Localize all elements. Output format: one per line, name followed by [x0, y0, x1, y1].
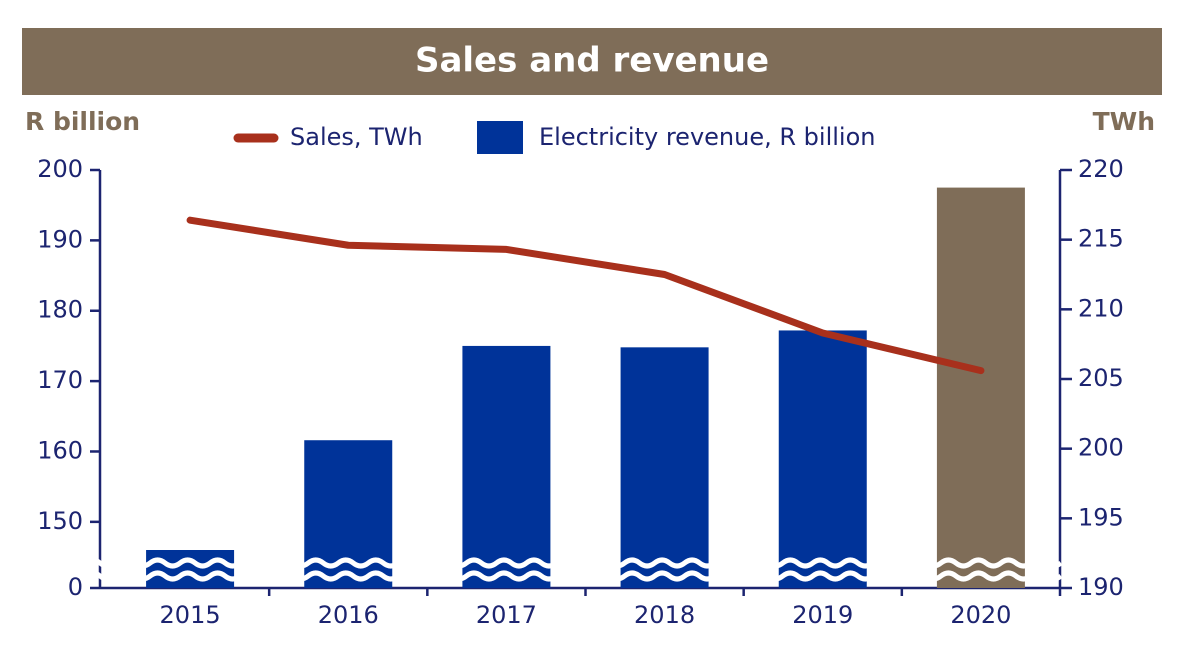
y-axis-label: R billion: [25, 107, 140, 136]
y-tick-label: 0: [68, 573, 83, 601]
bar: [304, 440, 393, 588]
axis-break: [909, 557, 1063, 569]
y-tick-label: 150: [37, 507, 83, 535]
axis-break: [434, 557, 588, 569]
legend-swatch: [477, 121, 523, 154]
bar: [936, 187, 1025, 588]
bar: [146, 550, 235, 588]
bar: [778, 330, 867, 588]
axis-break: [118, 557, 272, 569]
axis-break: [909, 570, 1063, 582]
x-tick-label: 2016: [318, 601, 379, 629]
axis-break: [751, 570, 905, 582]
x-tick-label: 2015: [160, 601, 221, 629]
x-tick-label: 2018: [634, 601, 695, 629]
y-tick-label: 190: [37, 225, 83, 253]
y2-tick-label: 215: [1078, 225, 1124, 253]
axis-break: [434, 570, 588, 582]
legend-label: Electricity revenue, R billion: [539, 123, 875, 151]
sales-line: [186, 216, 985, 375]
x-tick-label: 2017: [476, 601, 537, 629]
bar: [620, 347, 709, 588]
axis-break: [118, 570, 272, 582]
y-tick-label: 170: [37, 366, 83, 394]
axis-break: [751, 557, 905, 569]
y2-tick-label: 200: [1078, 434, 1124, 462]
legend-label: Sales, TWh: [290, 123, 423, 151]
y2-tick-label: 205: [1078, 364, 1124, 392]
title-bar: [22, 28, 1162, 95]
y-tick-label: 180: [37, 296, 83, 324]
y2-tick-label: 195: [1078, 503, 1124, 531]
chart-title: Sales and revenue: [415, 41, 769, 81]
y2-tick-label: 210: [1078, 294, 1124, 322]
axis-break: [593, 557, 747, 569]
x-tick-label: 2019: [792, 601, 853, 629]
x-tick-label: 2020: [950, 601, 1011, 629]
axis-break: [276, 557, 430, 569]
axis-break: [83, 557, 117, 569]
y2-tick-label: 190: [1078, 573, 1124, 601]
axis-break: [83, 570, 117, 582]
y2-axis-label: TWh: [1093, 107, 1155, 136]
y2-tick-label: 220: [1078, 155, 1124, 183]
y-tick-label: 160: [37, 436, 83, 464]
axis-break: [593, 570, 747, 582]
axis-break: [276, 570, 430, 582]
y-tick-label: 200: [37, 155, 83, 183]
bar: [462, 345, 551, 588]
